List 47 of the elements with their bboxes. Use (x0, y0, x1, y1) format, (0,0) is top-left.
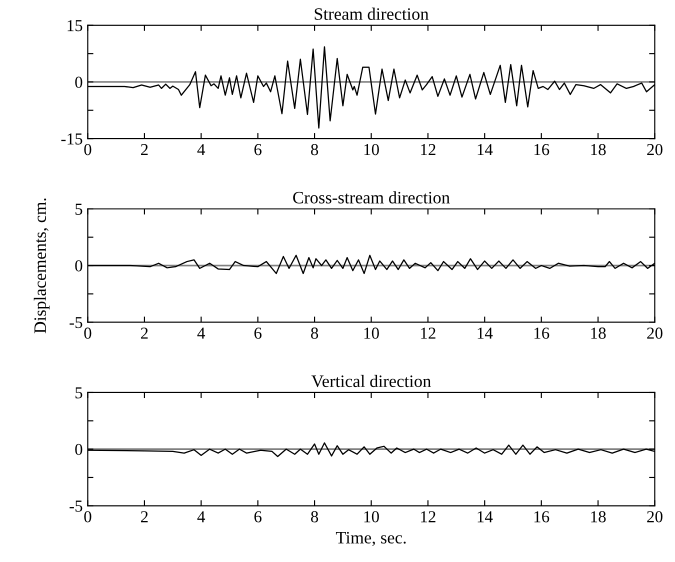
x-tick-label: 14 (478, 328, 493, 339)
y-tick-label: 5 (76, 387, 82, 398)
x-tick-label: 6 (254, 144, 262, 156)
y-tick-label: 5 (76, 204, 82, 215)
x-tick-label: 6 (254, 511, 262, 522)
x-tick-label: 18 (591, 328, 606, 339)
x-tick-label: 16 (534, 511, 550, 522)
x-tick-label: 8 (311, 144, 318, 156)
x-tick-label: 18 (591, 144, 606, 156)
y-axis-title: Displacements, cm. (34, 198, 50, 334)
x-tick-label: 4 (197, 511, 206, 522)
x-tick-label: 20 (647, 511, 662, 522)
x-tick-label: 18 (591, 511, 606, 522)
y-tick-label: -15 (61, 133, 82, 145)
x-tick-label: 8 (311, 511, 318, 522)
x-tick-label: 14 (478, 511, 493, 522)
x-tick-label: 16 (534, 328, 550, 339)
x-tick-label: 20 (647, 328, 662, 339)
x-tick-label: 4 (197, 144, 206, 156)
x-tick-label: 20 (647, 144, 662, 156)
x-tick-label: 0 (84, 144, 92, 156)
x-tick-label: 4 (197, 328, 206, 339)
y-tick-label: -5 (70, 500, 82, 512)
y-tick-label: 0 (75, 260, 82, 272)
x-tick-label: 14 (478, 144, 493, 156)
x-tick-label: 10 (364, 511, 379, 522)
chart-title: Stream direction (314, 8, 429, 20)
y-tick-label: 15 (68, 20, 82, 32)
x-tick-label: 10 (364, 328, 379, 339)
x-tick-label: 8 (311, 328, 318, 339)
x-tick-label: 16 (534, 144, 550, 156)
x-axis-title: Time, sec. (336, 532, 406, 546)
x-tick-label: 6 (254, 328, 262, 339)
x-tick-label: 10 (364, 144, 379, 156)
chart-title: Vertical direction (311, 374, 431, 388)
x-tick-label: 2 (141, 511, 148, 522)
x-tick-label: 2 (141, 144, 148, 156)
x-tick-label: 12 (421, 328, 436, 339)
chart-title: Cross-stream direction (293, 191, 450, 204)
y-tick-label: -5 (70, 317, 82, 328)
y-tick-label: 0 (75, 444, 82, 456)
x-tick-label: 12 (421, 144, 436, 156)
x-tick-label: 0 (84, 328, 92, 339)
y-tick-label: 0 (75, 76, 82, 88)
x-tick-label: 12 (421, 511, 436, 522)
x-tick-label: 0 (84, 511, 92, 522)
x-tick-label: 2 (141, 328, 148, 339)
